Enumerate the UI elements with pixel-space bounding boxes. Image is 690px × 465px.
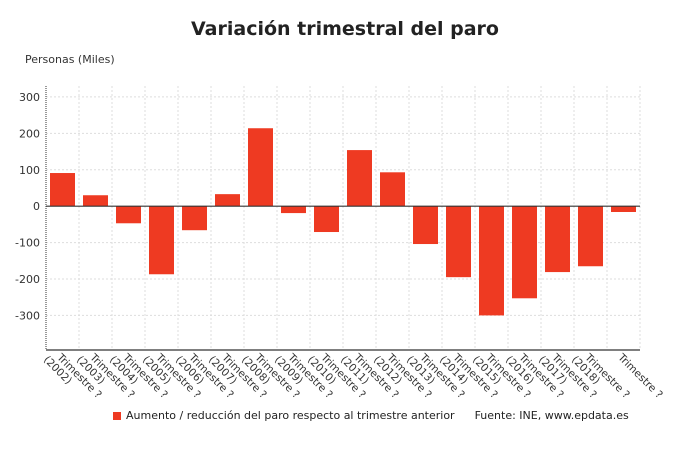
legend-label: Aumento / reducción del paro respecto al…: [126, 409, 455, 422]
bar: [215, 194, 240, 207]
y-tick-label: 300: [19, 91, 40, 104]
y-tick-label: 0: [33, 200, 40, 213]
bar: [545, 206, 570, 273]
bar: [380, 172, 405, 207]
bar: [83, 195, 108, 207]
bar: [413, 206, 438, 245]
legend-swatch: [113, 411, 121, 420]
bar: [248, 128, 273, 207]
bar: [347, 150, 372, 207]
y-tick-label: -200: [15, 273, 40, 286]
bar: [314, 206, 339, 233]
y-axis-label: Personas (Miles): [25, 53, 115, 66]
chart-title: Variación trimestral del paro: [191, 18, 499, 40]
y-tick-label: 100: [19, 164, 40, 177]
bar: [479, 206, 504, 316]
bar: [512, 206, 537, 299]
y-tick-label: -300: [15, 309, 40, 322]
source-note: Fuente: INE, www.epdata.es: [474, 409, 629, 422]
bar: [50, 173, 75, 207]
bar: [182, 206, 207, 231]
y-tick-label: -100: [15, 237, 40, 250]
y-tick-label: 200: [19, 127, 40, 140]
bar: [578, 206, 603, 267]
bar: [281, 206, 306, 214]
bar: [611, 206, 636, 212]
bar: [116, 206, 141, 224]
bar: [149, 206, 174, 275]
legend: Aumento / reducción del paro respecto al…: [113, 409, 629, 422]
bar: [446, 206, 471, 278]
